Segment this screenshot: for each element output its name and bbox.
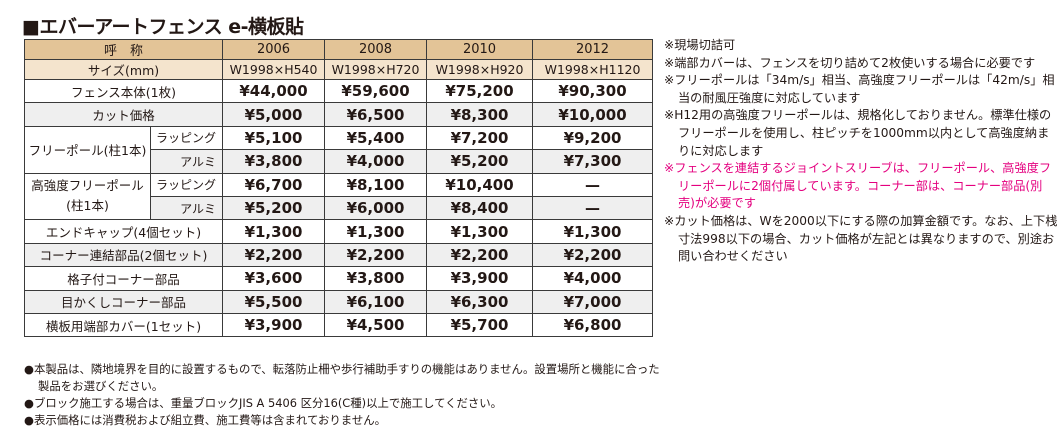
row-label: 目かくしコーナー部品 bbox=[23, 289, 224, 314]
table-row: 格子付コーナー部品 ¥3,600 ¥3,800 ¥3,900 ¥4,000 bbox=[23, 266, 654, 291]
price-cell: — bbox=[532, 195, 654, 221]
price-cell: ¥6,300 bbox=[426, 289, 534, 314]
note: ※H12用の高強度フリーポールは、規格化しておりません。標準仕様のフリーポールを… bbox=[664, 108, 1052, 158]
note: ※現場切詰可 bbox=[664, 38, 736, 52]
footnote: ●本製品は、隣地境界を目的に設置するもので、転落防止柵や歩行補助手すりの機能はあ… bbox=[24, 362, 660, 393]
header-row: 呼 称 2006 2008 2010 2012 bbox=[23, 39, 654, 60]
sub-label: ラッピング bbox=[149, 172, 224, 197]
price-cell: ¥7,300 bbox=[532, 149, 654, 174]
footnote: ●ブロック施工する場合は、重量ブロックJIS A 5406 区分16(C種)以上… bbox=[24, 396, 503, 410]
price-cell: ¥7,000 bbox=[532, 289, 654, 314]
price-cell: ¥2,200 bbox=[532, 242, 654, 268]
price-cell: ¥1,300 bbox=[532, 219, 654, 244]
price-table: 呼 称 2006 2008 2010 2012 サイズ(mm) W1998×H5… bbox=[23, 39, 654, 338]
size-cell: W1998×H920 bbox=[426, 59, 534, 80]
price-cell: ¥1,300 bbox=[222, 219, 326, 244]
footnotes: ●本製品は、隣地境界を目的に設置するもので、転落防止柵や歩行補助手すりの機能はあ… bbox=[24, 361, 664, 429]
table-row: エンドキャップ(4個セット) ¥1,300 ¥1,300 ¥1,300 ¥1,3… bbox=[23, 219, 654, 244]
row-label: コーナー連結部品(2個セット) bbox=[23, 242, 224, 268]
price-cell: ¥5,200 bbox=[426, 149, 534, 174]
model-2010: 2010 bbox=[426, 39, 534, 60]
price-cell: ¥10,400 bbox=[426, 172, 534, 197]
price-cell: ¥75,200 bbox=[426, 78, 534, 104]
table-row: コーナー連結部品(2個セット) ¥2,200 ¥2,200 ¥2,200 ¥2,… bbox=[23, 242, 654, 268]
price-cell: ¥6,800 bbox=[532, 312, 654, 338]
price-cell: ¥4,000 bbox=[324, 149, 428, 174]
price-cell: ¥10,000 bbox=[532, 102, 654, 127]
size-cell: W1998×H540 bbox=[222, 59, 326, 80]
row-label: フェンス本体(1枚) bbox=[23, 78, 224, 104]
size-label: サイズ(mm) bbox=[23, 59, 224, 80]
price-cell: ¥8,300 bbox=[426, 102, 534, 127]
highlight-note: ※フェンスを連結するジョイントスリーブは、フリーポール、高強度フリーポールに2個… bbox=[664, 161, 1052, 211]
price-cell: ¥6,100 bbox=[324, 289, 428, 314]
price-cell: ¥3,900 bbox=[222, 312, 326, 338]
model-2008: 2008 bbox=[324, 39, 428, 60]
sub-label: ラッピング bbox=[149, 125, 224, 151]
price-cell: ¥7,200 bbox=[426, 125, 534, 151]
price-cell: ¥5,000 bbox=[222, 102, 326, 127]
price-cell: — bbox=[532, 172, 654, 197]
price-cell: ¥90,300 bbox=[532, 78, 654, 104]
price-cell: ¥2,200 bbox=[324, 242, 428, 268]
size-cell: W1998×H1120 bbox=[532, 59, 654, 80]
table-row: フェンス本体(1枚) ¥44,000 ¥59,600 ¥75,200 ¥90,3… bbox=[23, 78, 654, 104]
price-cell: ¥2,200 bbox=[222, 242, 326, 268]
row-label: 横板用端部カバー(1セット) bbox=[23, 312, 224, 338]
price-cell: ¥3,600 bbox=[222, 266, 326, 291]
price-cell: ¥9,200 bbox=[532, 125, 654, 151]
row-label: カット価格 bbox=[23, 102, 224, 127]
row-label: エンドキャップ(4個セット) bbox=[23, 219, 224, 244]
price-cell: ¥3,800 bbox=[324, 266, 428, 291]
price-cell: ¥1,300 bbox=[324, 219, 428, 244]
sub-label: アルミ bbox=[149, 195, 224, 221]
row-label: 高強度フリーポール (柱1本) bbox=[24, 172, 151, 221]
table-row: 横板用端部カバー(1セット) ¥3,900 ¥4,500 ¥5,700 ¥6,8… bbox=[23, 312, 654, 338]
price-cell: ¥8,100 bbox=[324, 172, 428, 197]
price-cell: ¥6,500 bbox=[324, 102, 428, 127]
price-cell: ¥1,300 bbox=[426, 219, 534, 244]
footnote: ●表示価格には消費税および組立費、施工費等は含まれておりません。 bbox=[24, 413, 387, 427]
table-row: 目かくしコーナー部品 ¥5,500 ¥6,100 ¥6,300 ¥7,000 bbox=[23, 289, 654, 314]
table-row: フリーポール(柱1本) ラッピング ¥5,100 ¥5,400 ¥7,200 ¥… bbox=[24, 125, 654, 174]
price-cell: ¥3,800 bbox=[222, 149, 326, 174]
note: ※端部カバーは、フェンスを切り詰めて2枚使いする場合に必要です bbox=[664, 55, 1036, 70]
table-row: アルミ ¥5,200 ¥6,000 ¥8,400 — bbox=[24, 195, 654, 221]
row-label-line: 高強度フリーポール bbox=[31, 178, 144, 194]
model-2006: 2006 bbox=[222, 39, 326, 60]
note: ※フリーポールは「34m/s」相当、高強度フリーポールは「42m/s」相当の耐風… bbox=[664, 73, 1055, 105]
price-cell: ¥5,500 bbox=[222, 289, 326, 314]
table-row: アルミ ¥3,800 ¥4,000 ¥5,200 ¥7,300 bbox=[24, 149, 654, 174]
table-row: カット価格 ¥5,000 ¥6,500 ¥8,300 ¥10,000 bbox=[23, 102, 654, 127]
price-cell: ¥6,700 bbox=[222, 172, 326, 197]
price-cell: ¥3,900 bbox=[426, 266, 534, 291]
page-title: ■エバーアートフェンス e-横板貼 bbox=[22, 16, 304, 38]
price-cell: ¥5,200 bbox=[222, 195, 326, 221]
table-row: 高強度フリーポール (柱1本) ラッピング ¥6,700 ¥8,100 ¥10,4… bbox=[24, 172, 654, 221]
size-cell: W1998×H720 bbox=[324, 59, 428, 80]
row-label: フリーポール(柱1本) bbox=[24, 125, 151, 174]
price-cell: ¥4,000 bbox=[532, 266, 654, 291]
price-cell: ¥5,700 bbox=[426, 312, 534, 338]
model-2012: 2012 bbox=[532, 39, 654, 60]
note: ※カット価格は、Wを2000以下にする際の加算金額です。なお、上下桟寸法998以… bbox=[664, 213, 1058, 264]
price-cell: ¥4,500 bbox=[324, 312, 428, 338]
price-cell: ¥5,400 bbox=[324, 125, 428, 151]
price-cell: ¥2,200 bbox=[426, 242, 534, 268]
row-label: 格子付コーナー部品 bbox=[23, 266, 224, 291]
price-cell: ¥6,000 bbox=[324, 195, 428, 221]
sub-label: アルミ bbox=[149, 149, 224, 174]
price-cell: ¥59,600 bbox=[324, 78, 428, 104]
price-cell: ¥8,400 bbox=[426, 195, 534, 221]
price-cell: ¥5,100 bbox=[222, 125, 326, 151]
row-label-line: (柱1本) bbox=[66, 198, 109, 214]
header-label: 呼 称 bbox=[23, 39, 224, 60]
size-row: サイズ(mm) W1998×H540 W1998×H720 W1998×H920… bbox=[23, 59, 654, 80]
price-cell: ¥44,000 bbox=[222, 78, 326, 104]
side-notes: ※現場切詰可 ※端部カバーは、フェンスを切り詰めて2枚使いする場合に必要です ※… bbox=[664, 37, 1059, 266]
